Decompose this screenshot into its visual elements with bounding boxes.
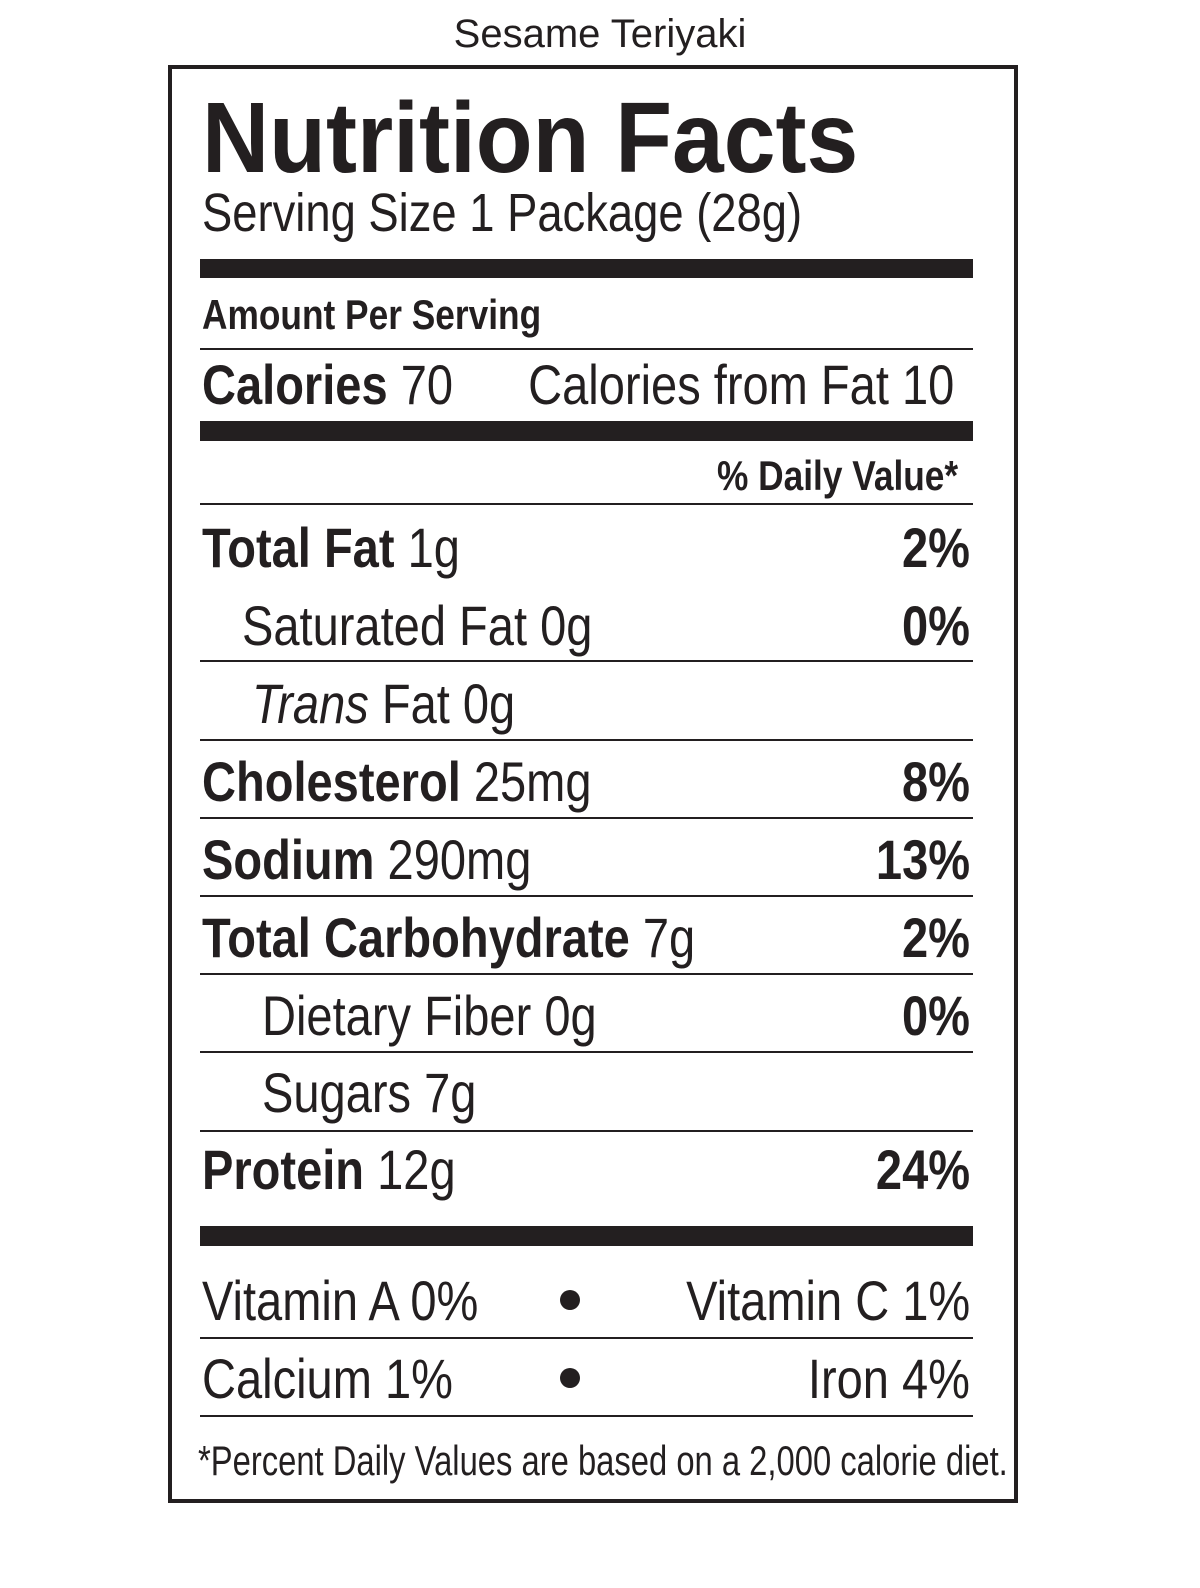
divider xyxy=(200,660,973,662)
calories-row: Calories 70 xyxy=(202,357,453,413)
divider-thick xyxy=(200,1226,973,1246)
nutrient-saturated-fat: Saturated Fat 0g xyxy=(242,598,592,654)
vitamin-a: Vitamin A 0% xyxy=(202,1269,479,1332)
divider xyxy=(200,503,973,505)
nutrient-label: Trans xyxy=(252,672,369,735)
nutrient-label: Sugars xyxy=(262,1061,412,1124)
dv-cholesterol: 8% xyxy=(902,750,970,813)
nutrition-label-border xyxy=(168,65,1018,1503)
divider xyxy=(200,973,973,975)
nutrient-amount: 0g xyxy=(462,672,516,735)
footnote: *Percent Daily Values are based on a 2,0… xyxy=(198,1437,1008,1484)
nutrient-sugars: Sugars 7g xyxy=(262,1065,476,1121)
dv-total-fat: 2% xyxy=(902,516,970,579)
serving-size: Serving Size 1 Package (28g) xyxy=(202,183,803,243)
nutrient-label: Sodium xyxy=(202,828,375,891)
calcium: Calcium 1% xyxy=(202,1347,453,1410)
divider-thick xyxy=(200,259,973,278)
divider xyxy=(200,1415,973,1417)
nutrient-dietary-fiber: Dietary Fiber 0g xyxy=(262,988,597,1044)
iron: Iron 4% xyxy=(807,1347,970,1410)
nutrient-label: Saturated Fat xyxy=(242,594,528,657)
nutrient-sodium: Sodium 290mg xyxy=(202,832,531,888)
product-name: Sesame Teriyaki xyxy=(453,12,747,56)
nutrient-label-suffix: Fat xyxy=(381,672,450,735)
nutrient-amount: 25mg xyxy=(473,750,592,813)
bullet-icon xyxy=(560,1290,580,1310)
bullet-icon xyxy=(560,1368,580,1388)
nutrient-total-fat: Total Fat 1g xyxy=(202,520,460,576)
nutrient-label: Dietary Fiber xyxy=(262,984,532,1047)
nutrient-amount: 290mg xyxy=(387,828,532,891)
amount-per-serving: Amount Per Serving xyxy=(202,291,542,338)
nutrient-amount: 12g xyxy=(377,1138,456,1201)
divider xyxy=(200,739,973,741)
heading: Nutrition Facts xyxy=(202,82,859,194)
nutrient-amount: 7g xyxy=(424,1061,477,1124)
vitamin-c: Vitamin C 1% xyxy=(685,1269,970,1332)
divider xyxy=(200,1337,973,1339)
nutrient-trans-fat: Trans Fat 0g xyxy=(252,676,515,732)
dv-dietary-fiber: 0% xyxy=(902,984,970,1047)
dv-protein: 24% xyxy=(875,1138,970,1201)
nutrient-amount: 1g xyxy=(407,516,460,579)
nutrient-protein: Protein 12g xyxy=(202,1142,456,1198)
divider xyxy=(200,348,973,350)
calories-from-fat-label: Calories from Fat xyxy=(527,353,889,416)
nutrient-label: Total Carbohydrate xyxy=(202,906,630,969)
divider xyxy=(200,895,973,897)
calories-from-fat: Calories from Fat 10 xyxy=(528,357,954,413)
nutrient-amount: 0g xyxy=(544,984,597,1047)
daily-value-header: % Daily Value* xyxy=(716,452,958,499)
nutrient-total-carbohydrate: Total Carbohydrate 7g xyxy=(202,910,695,966)
nutrient-cholesterol: Cholesterol 25mg xyxy=(202,754,592,810)
nutrient-amount: 7g xyxy=(642,906,696,969)
nutrient-label: Protein xyxy=(202,1138,365,1201)
dv-sodium: 13% xyxy=(875,828,970,891)
divider xyxy=(200,817,973,819)
nutrient-amount: 0g xyxy=(540,594,593,657)
dv-saturated-fat: 0% xyxy=(902,594,970,657)
nutrient-label: Cholesterol xyxy=(202,750,461,813)
divider xyxy=(200,1130,973,1132)
divider xyxy=(200,1051,973,1053)
nutrient-label: Total Fat xyxy=(202,516,395,579)
dv-total-carbohydrate: 2% xyxy=(902,906,970,969)
calories-from-fat-value: 10 xyxy=(901,353,954,416)
divider-thick xyxy=(200,421,973,441)
calories-label: Calories xyxy=(202,353,388,416)
calories-value: 70 xyxy=(400,353,454,416)
